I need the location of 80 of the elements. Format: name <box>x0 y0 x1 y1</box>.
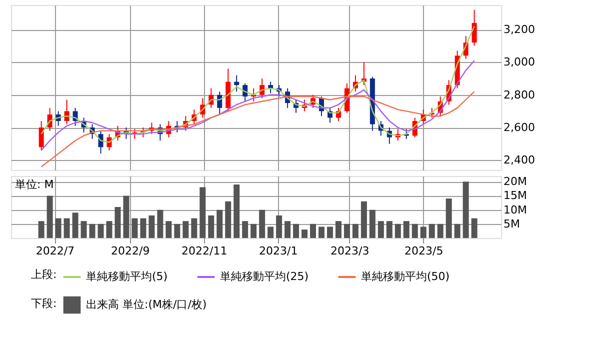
bar <box>38 221 44 238</box>
bar <box>55 218 62 238</box>
bar <box>114 207 121 238</box>
candlestick <box>38 120 44 151</box>
bar <box>200 187 206 238</box>
bar <box>157 210 164 238</box>
bar <box>123 196 130 238</box>
bar <box>386 221 392 238</box>
legend-label: 出来高 単位:(M株/口/枚) <box>86 298 207 311</box>
bar <box>148 215 155 238</box>
bar <box>293 224 300 238</box>
bar <box>89 224 96 238</box>
y-tick-label: 15M <box>504 189 527 202</box>
y-tick-label: 2,800 <box>504 88 535 102</box>
y-tick-label: 20M <box>504 175 527 188</box>
bar <box>250 224 257 238</box>
candlestick <box>268 81 274 94</box>
bar <box>259 210 266 238</box>
bar <box>284 221 291 238</box>
bar <box>428 224 435 238</box>
bar <box>98 224 104 238</box>
y-tick-label: 2,400 <box>504 154 535 167</box>
bar <box>106 221 112 238</box>
y-tick-label: 5M <box>504 217 520 230</box>
legend-title: 上段: <box>31 268 57 281</box>
bar <box>182 221 189 238</box>
annotation: 単位: M <box>15 178 54 191</box>
x-tick-label: 2023/3 <box>330 244 370 258</box>
bar <box>462 182 469 238</box>
bar <box>46 196 53 238</box>
bar <box>72 212 78 238</box>
bar <box>352 224 358 238</box>
bar <box>420 226 426 238</box>
x-tick-label: 2023/5 <box>404 244 444 258</box>
bar <box>80 221 87 238</box>
bar <box>318 226 324 238</box>
bar <box>403 221 410 238</box>
bar <box>326 226 333 238</box>
bar <box>166 221 172 238</box>
candlestick <box>64 99 70 125</box>
bar <box>276 215 282 238</box>
bar <box>132 218 138 238</box>
bar <box>242 221 248 238</box>
bar <box>174 224 180 238</box>
x-tick-label: 2023/1 <box>258 244 298 258</box>
bar <box>394 224 401 238</box>
x-tick-label: 2022/11 <box>181 244 228 258</box>
bar <box>471 218 478 238</box>
y-tick-label: 2,600 <box>504 121 535 134</box>
y-tick-label: 10M <box>504 203 527 216</box>
bar <box>140 218 146 238</box>
y-tick-label: 3,000 <box>504 56 535 69</box>
x-tick-label: 2022/7 <box>36 244 75 258</box>
legend-label: 単純移動平均(25) <box>220 270 309 283</box>
legend-label: 単純移動平均(50) <box>361 270 450 283</box>
bar <box>268 226 274 238</box>
legend-title: 下段: <box>31 297 57 310</box>
bar <box>225 201 232 238</box>
x-tick-label: 2022/9 <box>111 244 150 258</box>
bar <box>335 221 342 238</box>
candlestick <box>472 9 477 46</box>
bar <box>437 224 444 238</box>
bar <box>412 224 418 238</box>
line-series <box>40 60 475 151</box>
bar <box>234 184 240 238</box>
bar <box>216 210 223 238</box>
bar <box>302 230 308 238</box>
bar <box>446 198 452 238</box>
bar <box>191 218 198 238</box>
legend-label: 単純移動平均(5) <box>86 270 168 283</box>
bar <box>378 221 384 238</box>
candlestick <box>234 74 240 92</box>
y-tick-label: 3,200 <box>504 23 535 36</box>
bar <box>454 224 460 238</box>
bar <box>310 224 316 238</box>
bar <box>208 215 214 238</box>
bar <box>360 201 367 238</box>
bar <box>64 218 70 238</box>
bar <box>369 210 376 238</box>
bar <box>344 224 350 238</box>
